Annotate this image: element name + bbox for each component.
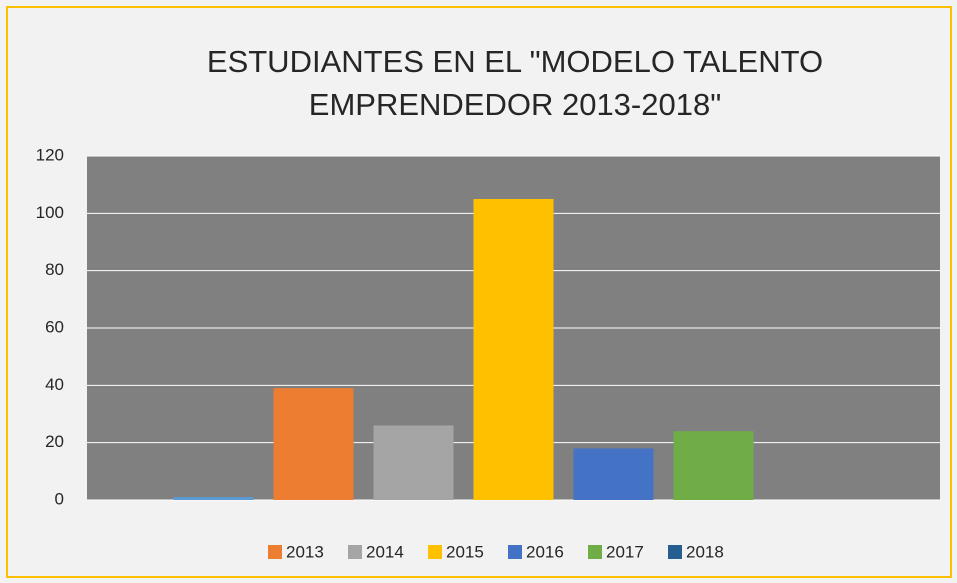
chart-title: ESTUDIANTES EN EL "MODELO TALENTO EMPREN…	[206, 44, 824, 122]
y-tick-label: 80	[45, 260, 64, 279]
legend-swatch	[268, 545, 282, 559]
y-tick-label: 60	[45, 317, 64, 336]
legend-label: 2013	[286, 542, 324, 561]
legend-swatch	[508, 545, 522, 559]
bar	[573, 448, 654, 500]
legend-label: 2018	[686, 542, 724, 561]
bar	[173, 497, 254, 500]
bar	[373, 425, 454, 500]
legend-label: 2014	[366, 542, 404, 561]
y-tick-label: 0	[55, 489, 64, 508]
legend-label: 2016	[526, 542, 564, 561]
legend-swatch	[428, 545, 442, 559]
legend-swatch	[588, 545, 602, 559]
y-tick-label: 120	[36, 145, 64, 164]
bar	[673, 431, 754, 500]
legend-swatch	[668, 545, 682, 559]
y-tick-label: 40	[45, 375, 64, 394]
y-tick-label: 20	[45, 432, 64, 451]
legend-label: 2015	[446, 542, 484, 561]
legend-label: 2017	[606, 542, 644, 561]
legend-swatch	[348, 545, 362, 559]
y-tick-label: 100	[36, 203, 64, 222]
bar	[273, 388, 354, 500]
bar	[473, 199, 554, 500]
